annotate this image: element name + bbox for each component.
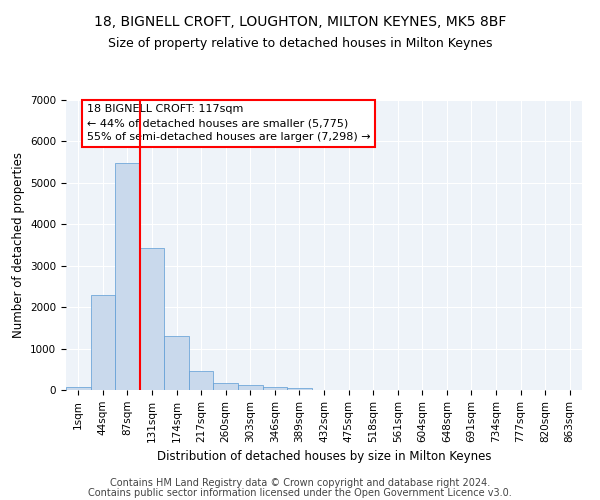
- Text: 18, BIGNELL CROFT, LOUGHTON, MILTON KEYNES, MK5 8BF: 18, BIGNELL CROFT, LOUGHTON, MILTON KEYN…: [94, 15, 506, 29]
- Bar: [287, 388, 312, 390]
- Text: Size of property relative to detached houses in Milton Keynes: Size of property relative to detached ho…: [108, 38, 492, 51]
- Bar: [214, 384, 238, 390]
- Bar: [91, 295, 115, 390]
- Text: 18 BIGNELL CROFT: 117sqm
← 44% of detached houses are smaller (5,775)
55% of sem: 18 BIGNELL CROFT: 117sqm ← 44% of detach…: [87, 104, 371, 142]
- Bar: [238, 386, 263, 390]
- Bar: [66, 387, 91, 390]
- Bar: [140, 248, 164, 390]
- Text: Contains HM Land Registry data © Crown copyright and database right 2024.: Contains HM Land Registry data © Crown c…: [110, 478, 490, 488]
- Bar: [189, 371, 214, 390]
- X-axis label: Distribution of detached houses by size in Milton Keynes: Distribution of detached houses by size …: [157, 450, 491, 463]
- Bar: [263, 386, 287, 390]
- Bar: [164, 336, 189, 390]
- Bar: [115, 163, 140, 390]
- Y-axis label: Number of detached properties: Number of detached properties: [11, 152, 25, 338]
- Text: Contains public sector information licensed under the Open Government Licence v3: Contains public sector information licen…: [88, 488, 512, 498]
